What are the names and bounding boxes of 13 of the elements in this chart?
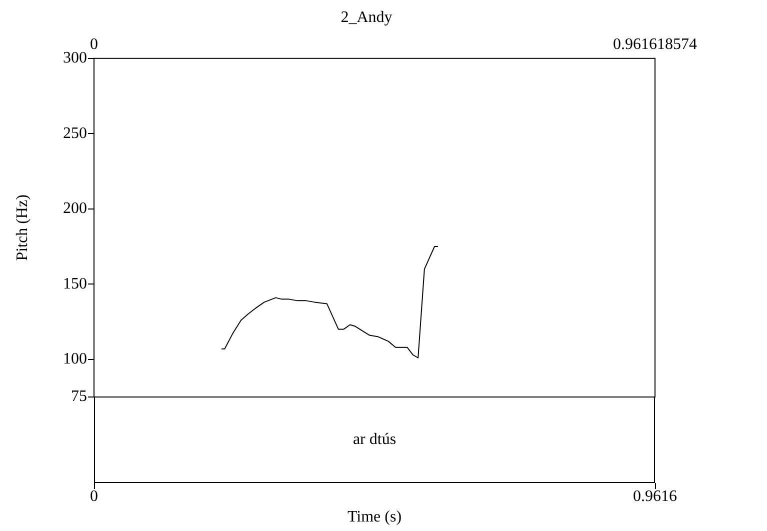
x-axis-title: Time (s)	[347, 508, 402, 526]
y-tick-label: 300	[63, 50, 87, 67]
y-tick-label: 150	[63, 275, 87, 292]
y-tick-label: 200	[63, 200, 87, 218]
y-axis-title: Pitch (Hz)	[14, 194, 31, 261]
y-tick-label: 75	[71, 388, 87, 406]
x2-tick-label: 0.961618574	[613, 36, 697, 54]
x-tick-label: 0.9616	[633, 488, 677, 505]
y-tick-label: 250	[63, 124, 87, 142]
text-tier: ar dtús	[94, 397, 655, 483]
y-tick-label: 100	[63, 350, 87, 368]
x2-tick-label: 0	[90, 36, 98, 54]
chart-title: 2_Andy	[340, 8, 392, 26]
